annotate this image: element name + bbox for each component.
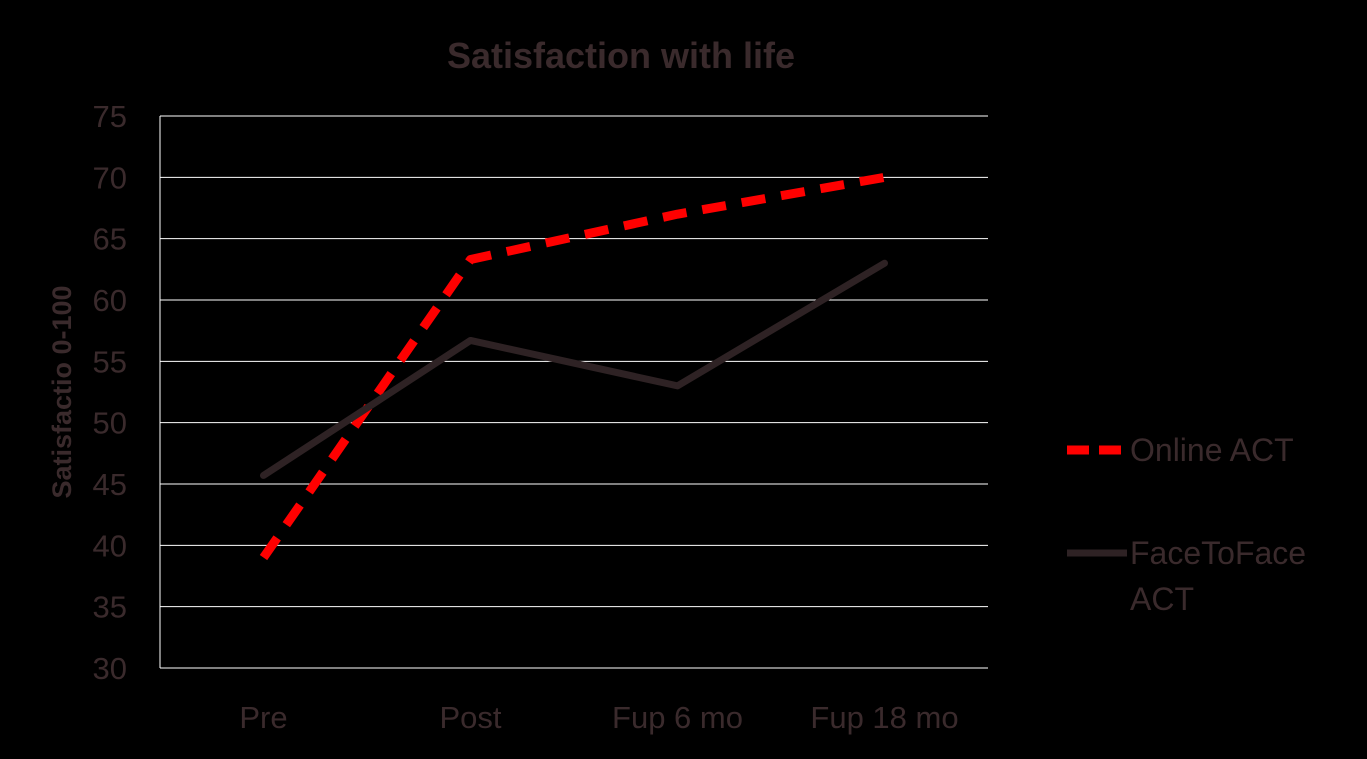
y-tick-label: 75 xyxy=(93,99,127,134)
chart-title: Satisfaction with life xyxy=(447,35,795,76)
series-lines xyxy=(259,172,888,561)
gridlines xyxy=(159,115,988,669)
legend-label-0: Online ACT xyxy=(1130,432,1294,468)
x-tick-label: Pre xyxy=(239,700,287,735)
x-tick-label: Fup 6 mo xyxy=(612,700,743,735)
y-tick-label: 55 xyxy=(93,344,127,379)
y-tick-label: 30 xyxy=(93,651,127,686)
x-tick-label: Post xyxy=(439,700,501,735)
series-line-1 xyxy=(260,259,888,479)
series-line-0 xyxy=(259,172,886,561)
legend-label-1: FaceToFace ACT xyxy=(1130,535,1306,617)
legend: Online ACT FaceToFace ACT xyxy=(1067,432,1306,617)
y-tick-label: 60 xyxy=(93,283,127,318)
y-tick-label: 65 xyxy=(93,222,127,257)
y-tick-label: 50 xyxy=(93,406,127,441)
y-tick-label: 70 xyxy=(93,160,127,195)
y-tick-label: 40 xyxy=(93,528,127,563)
x-axis-ticks: Pre Post Fup 6 mo Fup 18 mo xyxy=(239,700,958,735)
y-axis-label: Satisfactio 0-100 xyxy=(47,285,77,498)
y-tick-label: 45 xyxy=(93,467,127,502)
y-tick-label: 35 xyxy=(93,590,127,625)
x-tick-label: Fup 18 mo xyxy=(810,700,958,735)
y-axis-ticks: 30 35 40 45 50 55 60 65 70 75 xyxy=(93,99,127,686)
